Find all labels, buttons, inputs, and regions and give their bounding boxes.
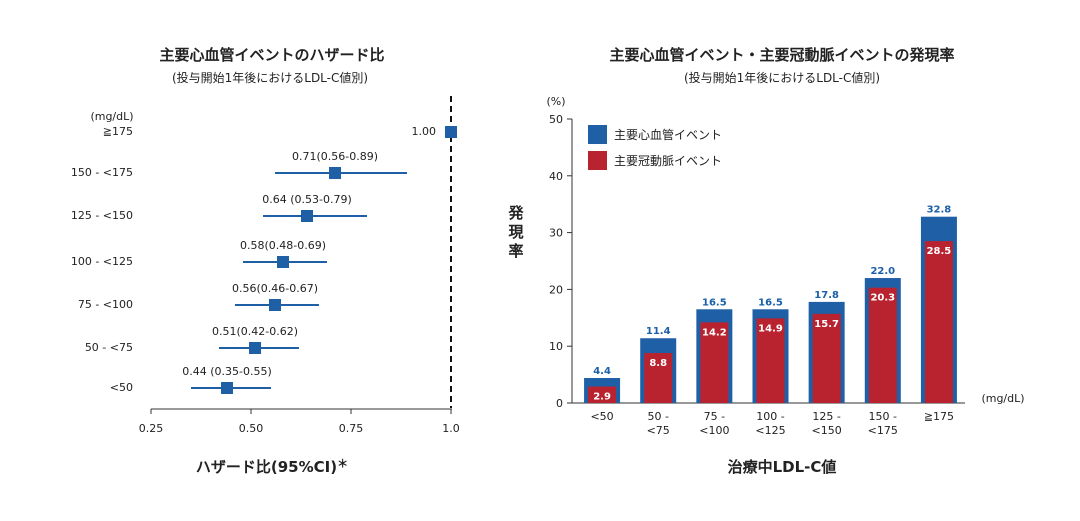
- bar-category-label: <75: [647, 424, 670, 437]
- legend-label-coronary: 主要冠動脈イベント: [614, 154, 722, 168]
- bar-category-label: ≧175: [924, 410, 954, 423]
- bar-y-axis-title-char: 発: [507, 204, 524, 222]
- legend-label-cardiovascular: 主要心血管イベント: [614, 127, 722, 142]
- bar-category-label: <175: [868, 424, 898, 437]
- forest-category-label: 150 - <175: [71, 166, 133, 179]
- forest-x-tick-label: 0.25: [139, 422, 164, 435]
- bar-y-tick-label: 50: [549, 113, 563, 126]
- bar-y-tick-label: 10: [549, 340, 563, 353]
- hazard-ratio-label: 0.44 (0.35-0.55): [182, 365, 272, 378]
- forest-category-label: 100 - <125: [71, 255, 133, 268]
- bar-category-label: 50 -: [647, 410, 668, 423]
- hazard-ratio-label: 0.58(0.48-0.69): [240, 239, 326, 252]
- bar-y-tick-label: 0: [556, 397, 563, 410]
- forest-category-label: 75 - <100: [78, 298, 133, 311]
- forest-category-label: 50 - <75: [85, 341, 133, 354]
- bar-title: 主要心血管イベント・主要冠動脈イベントの発現率: [609, 46, 954, 64]
- bar-category-label: <125: [755, 424, 785, 437]
- bar-x-unit: (mg/dL): [981, 392, 1024, 405]
- bar-coronary: [812, 313, 841, 403]
- forest-x-axis-title: ハザード比(95%CI)＊: [196, 457, 348, 476]
- bar-coronary: [700, 322, 729, 403]
- bar-category-label: 100 -: [756, 410, 784, 423]
- forest-x-axis-title-suffix: ＊: [337, 457, 348, 470]
- bar-coronary: [756, 318, 785, 403]
- forest-unit-label: (mg/dL): [90, 110, 133, 123]
- bar-category-label: 150 -: [869, 410, 897, 423]
- bar-coronary: [644, 353, 673, 403]
- value-label-coronary: 2.9: [593, 392, 611, 403]
- bar-y-tick-label: 40: [549, 170, 563, 183]
- legend-swatch-cardiovascular: [588, 125, 607, 144]
- hazard-ratio-marker: [329, 167, 341, 179]
- bar-coronary: [924, 241, 953, 403]
- bar-x-axis-title: 治療中LDL-C値: [728, 458, 837, 476]
- legend-swatch-coronary: [588, 151, 607, 170]
- forest-category-label: 125 - <150: [71, 209, 133, 222]
- bar-subtitle: (投与開始1年後におけるLDL-C値別): [684, 70, 880, 85]
- bar-y-tick-label: 20: [549, 283, 563, 296]
- hazard-ratio-label: 0.51(0.42-0.62): [212, 325, 298, 338]
- bar-y-axis-title-char: 率: [508, 242, 523, 260]
- hazard-ratio-marker: [269, 299, 281, 311]
- value-label-cardiovascular: 32.8: [927, 205, 952, 216]
- forest-category-label: <50: [110, 381, 133, 394]
- bar-y-tick-label: 30: [549, 227, 563, 240]
- bar-coronary: [868, 287, 897, 403]
- value-label-coronary: 14.9: [758, 323, 783, 334]
- bar-category-label: <50: [590, 410, 613, 423]
- forest-subtitle: (投与開始1年後におけるLDL-C値別): [172, 70, 368, 85]
- bar-y-unit: (%): [546, 95, 565, 108]
- forest-x-tick-label: 0.50: [239, 422, 264, 435]
- hazard-ratio-marker: [277, 256, 289, 268]
- value-label-cardiovascular: 16.5: [702, 297, 727, 308]
- bar-category-label: <150: [812, 424, 842, 437]
- value-label-coronary: 8.8: [649, 358, 667, 369]
- hazard-ratio-marker: [301, 210, 313, 222]
- hazard-ratio-label: 1.00: [412, 125, 437, 138]
- bar-category-label: 125 -: [812, 410, 840, 423]
- value-label-cardiovascular: 22.0: [870, 266, 895, 277]
- forest-x-tick-label: 1.0: [442, 422, 460, 435]
- bar-coronary: [588, 386, 617, 403]
- bar-category-label: 75 -: [704, 410, 725, 423]
- bar-category-label: <100: [699, 424, 729, 437]
- hazard-ratio-marker: [221, 382, 233, 394]
- value-label-cardiovascular: 16.5: [758, 297, 783, 308]
- forest-x-tick-label: 0.75: [339, 422, 364, 435]
- value-label-coronary: 28.5: [927, 246, 952, 257]
- value-label-coronary: 20.3: [870, 293, 895, 304]
- hazard-ratio-marker: [445, 126, 457, 138]
- value-label-coronary: 14.2: [702, 327, 727, 338]
- forest-category-label: ≧175: [103, 125, 133, 138]
- forest-title: 主要心血管イベントのハザード比: [159, 46, 384, 64]
- hazard-ratio-label: 0.71(0.56-0.89): [292, 150, 378, 163]
- hazard-ratio-label: 0.56(0.46-0.67): [232, 282, 318, 295]
- bar-y-axis-title-char: 現: [508, 223, 523, 241]
- value-label-cardiovascular: 4.4: [593, 366, 611, 377]
- value-label-coronary: 15.7: [814, 319, 839, 330]
- hazard-ratio-label: 0.64 (0.53-0.79): [262, 193, 352, 206]
- hazard-ratio-marker: [249, 342, 261, 354]
- value-label-cardiovascular: 11.4: [646, 326, 671, 337]
- value-label-cardiovascular: 17.8: [814, 290, 839, 301]
